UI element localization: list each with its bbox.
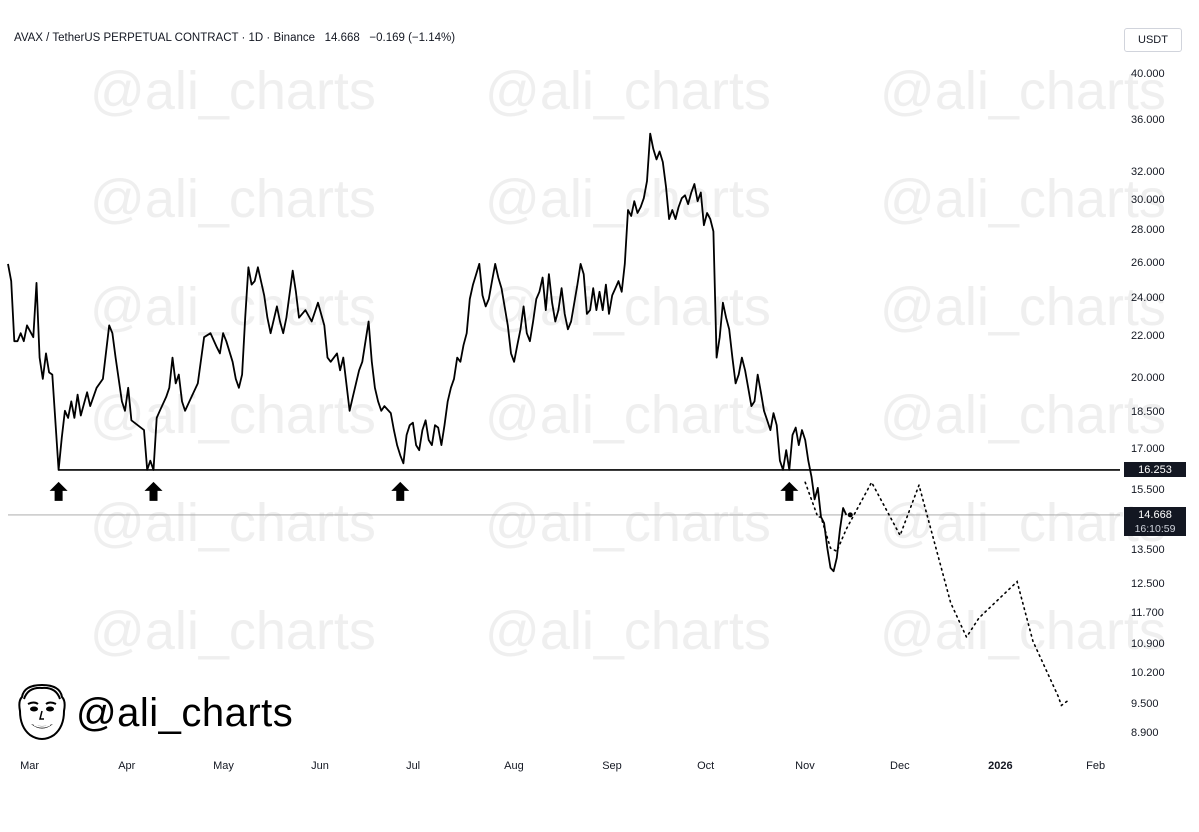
y-tick-label: 20.000 (1131, 371, 1165, 384)
support-arrow-icon (780, 481, 799, 501)
y-tick-label: 11.700 (1131, 607, 1164, 620)
y-tick-label: 28.000 (1131, 224, 1165, 237)
y-tick-label: 9.500 (1131, 698, 1159, 711)
watermark-text: @ali_charts (880, 601, 1166, 661)
y-tick-label: 17.000 (1131, 443, 1165, 456)
y-tick-label: 10.900 (1131, 638, 1165, 651)
x-tick-label: Dec (890, 760, 910, 772)
watermark-text: @ali_charts (485, 493, 771, 553)
y-tick-label: 22.000 (1131, 330, 1165, 343)
x-tick-label: 2026 (988, 760, 1013, 772)
last-price-dot (847, 512, 853, 518)
symbol-title: AVAX / TetherUS PERPETUAL CONTRACT · 1D … (14, 32, 316, 44)
forecast-line (804, 480, 1069, 707)
watermark-text: @ali_charts (880, 169, 1166, 229)
watermark-text: @ali_charts (880, 385, 1166, 445)
x-tick-label: Feb (1086, 760, 1106, 772)
price-chart[interactable] (0, 0, 1120, 832)
last-price-value: 14.668 (324, 32, 360, 44)
brand-logo: @ali_charts (14, 683, 293, 743)
x-tick-label: Sep (602, 760, 622, 772)
y-tick-label: 26.000 (1131, 256, 1165, 269)
watermark-text: @ali_charts (485, 61, 771, 121)
watermark-text: @ali_charts (90, 493, 376, 553)
y-tick-label: 18.500 (1131, 406, 1165, 419)
watermark-text: @ali_charts (90, 169, 376, 229)
x-tick-label: Jun (311, 760, 329, 772)
x-tick-label: Apr (118, 760, 136, 772)
y-tick-label: 12.500 (1131, 578, 1165, 591)
y-tick-label: 24.000 (1131, 292, 1165, 304)
watermark-text: @ali_charts (90, 61, 376, 121)
watermark-text: @ali_charts (90, 601, 376, 661)
price-line (7, 132, 848, 573)
y-tick-label: 32.000 (1131, 165, 1165, 178)
symbol-header: AVAX / TetherUS PERPETUAL CONTRACT · 1D … (14, 32, 455, 44)
support-arrow-icon (144, 481, 163, 501)
brand-text: @ali_charts (76, 690, 294, 735)
currency-selector[interactable]: USDT (1124, 28, 1182, 52)
price-change: −0.169 (−1.14%) (369, 32, 456, 44)
x-tick-label: Mar (20, 760, 40, 772)
x-tick-label: Oct (697, 760, 715, 772)
watermark-text: @ali_charts (485, 385, 771, 445)
support-arrow-icon (391, 481, 410, 501)
y-tick-label: 30.000 (1131, 194, 1165, 207)
watermark-text: @ali_charts (880, 493, 1166, 553)
last-price-badge: 14.668 (1124, 507, 1186, 523)
watermark-text: @ali_charts (90, 277, 376, 337)
watermark-text: @ali_charts (880, 277, 1166, 337)
y-tick-label: 40.000 (1131, 68, 1165, 80)
x-tick-label: May (213, 760, 234, 772)
x-tick-label: Nov (795, 760, 815, 772)
support-arrow-icon (49, 481, 68, 501)
y-tick-label: 10.200 (1131, 667, 1165, 680)
watermark-text: @ali_charts (90, 385, 376, 445)
avatar-icon (18, 683, 66, 740)
bar-countdown-badge: 16:10:59 (1124, 522, 1186, 537)
y-tick-label: 36.000 (1131, 114, 1165, 127)
support-level-badge: 16.253 (1124, 462, 1186, 478)
x-tick-label: Aug (504, 760, 524, 772)
y-tick-label: 13.500 (1131, 544, 1165, 557)
watermark-text: @ali_charts (485, 601, 771, 661)
watermark-text: @ali_charts (880, 61, 1166, 121)
x-tick-label: Jul (406, 760, 421, 772)
y-tick-label: 8.900 (1131, 727, 1159, 739)
y-tick-label: 15.500 (1131, 483, 1165, 496)
